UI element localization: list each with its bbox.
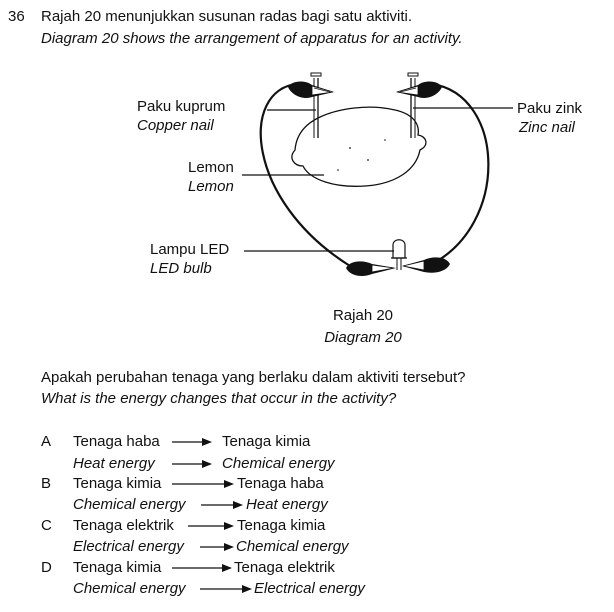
circuit-wire [259,82,351,267]
led-bulb [391,239,407,270]
option-from-english: Chemical energy [73,496,186,513]
arrow-icon [172,479,234,489]
question-stem-english: Diagram 20 shows the arrangement of appa… [41,30,463,47]
label-zinc-nail-malay: Paku zink [517,100,583,117]
arrow-icon [200,584,252,594]
label-zinc-nail-english: Zinc nail [519,119,575,136]
option-from-malay: Tenaga kimia [73,559,162,576]
question-prompt-malay: Apakah perubahan tenaga yang berlaku dal… [41,369,466,386]
question-prompt-english: What is the energy changes that occur in… [41,390,397,407]
label-led-english: LED bulb [150,260,212,277]
option-to-english: Electrical energy [254,580,365,597]
lemon-speck [349,147,351,149]
option-letter: B [41,475,52,492]
option-to-malay: Tenaga elektrik [234,559,335,576]
arrow-icon [201,500,243,510]
option-from-english: Chemical energy [73,580,186,597]
lemon-shape [291,106,427,187]
arrow-icon [188,521,234,531]
option-letter: D [41,559,52,576]
arrow-icon [172,459,212,469]
label-lemon-english: Lemon [188,178,234,195]
lemon-speck [384,139,386,141]
label-copper-nail-malay: Paku kuprum [137,98,226,115]
arrow-icon [172,563,232,573]
question-stem-malay: Rajah 20 menunjukkan susunan radas bagi … [41,8,413,25]
option-from-english: Electrical energy [73,538,184,555]
option-to-malay: Tenaga haba [237,475,324,492]
option-from-malay: Tenaga elektrik [73,517,174,534]
crocodile-clip-led-right [402,257,450,273]
label-lemon-malay: Lemon [188,159,234,176]
option-to-malay: Tenaga kimia [237,517,326,534]
arrow-icon [172,437,212,447]
question-number: 36 [8,8,25,25]
option-from-malay: Tenaga haba [73,433,160,450]
option-to-english: Chemical energy [236,538,349,555]
label-copper-nail-english: Copper nail [137,117,214,134]
label-led-malay: Lampu LED [150,241,230,258]
diagram-caption: Rajah 20 Diagram 20 [300,305,426,349]
option-from-english: Heat energy [73,455,155,472]
option-to-malay: Tenaga kimia [222,433,311,450]
option-from-malay: Tenaga kimia [73,475,162,492]
caption-malay: Rajah 20 [332,307,394,324]
option-to-english: Chemical energy [222,455,335,472]
lemon-speck [367,159,369,161]
apparatus-diagram [242,72,513,276]
circuit-wire [429,82,490,266]
caption-english: Diagram 20 [324,329,402,346]
lemon-speck [337,169,339,171]
crocodile-clip-led-left [346,261,396,276]
crocodile-clip-zinc [396,81,442,98]
option-letter: A [41,433,52,450]
option-letter: C [41,517,52,534]
option-to-english: Heat energy [246,496,328,513]
crocodile-clip-copper [288,81,334,98]
arrow-icon [200,542,234,552]
